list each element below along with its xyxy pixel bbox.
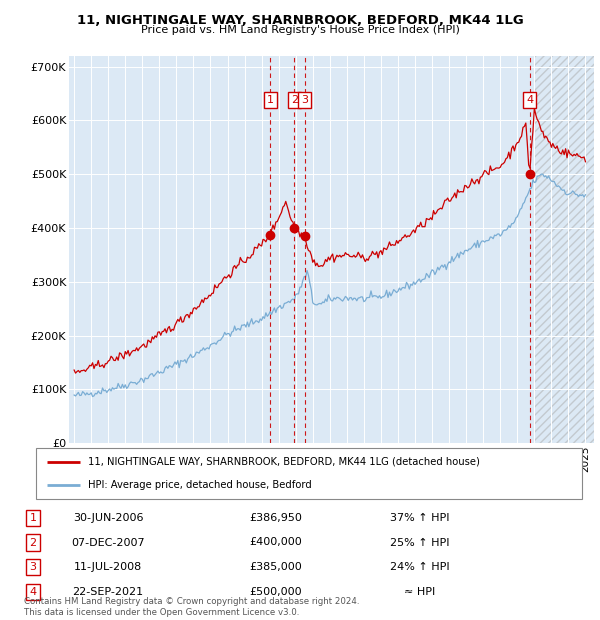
Text: 3: 3	[301, 95, 308, 105]
Text: 25% ↑ HPI: 25% ↑ HPI	[390, 538, 450, 547]
Text: £386,950: £386,950	[250, 513, 302, 523]
Text: £400,000: £400,000	[250, 538, 302, 547]
Text: 1: 1	[29, 513, 37, 523]
Text: Price paid vs. HM Land Registry's House Price Index (HPI): Price paid vs. HM Land Registry's House …	[140, 25, 460, 35]
Text: 4: 4	[526, 95, 533, 105]
Text: 4: 4	[29, 587, 37, 597]
Text: HPI: Average price, detached house, Bedford: HPI: Average price, detached house, Bedf…	[88, 480, 311, 490]
Text: 11, NIGHTINGALE WAY, SHARNBROOK, BEDFORD, MK44 1LG: 11, NIGHTINGALE WAY, SHARNBROOK, BEDFORD…	[77, 14, 523, 27]
Text: 30-JUN-2006: 30-JUN-2006	[73, 513, 143, 523]
Text: 3: 3	[29, 562, 37, 572]
Text: 1: 1	[266, 95, 274, 105]
Text: 22-SEP-2021: 22-SEP-2021	[73, 587, 143, 597]
Text: 37% ↑ HPI: 37% ↑ HPI	[390, 513, 450, 523]
Text: 2: 2	[291, 95, 298, 105]
Text: Contains HM Land Registry data © Crown copyright and database right 2024.
This d: Contains HM Land Registry data © Crown c…	[24, 598, 359, 617]
Text: 11, NIGHTINGALE WAY, SHARNBROOK, BEDFORD, MK44 1LG (detached house): 11, NIGHTINGALE WAY, SHARNBROOK, BEDFORD…	[88, 457, 480, 467]
Text: 2: 2	[29, 538, 37, 547]
Text: 07-DEC-2007: 07-DEC-2007	[71, 538, 145, 547]
Text: £385,000: £385,000	[250, 562, 302, 572]
Text: 24% ↑ HPI: 24% ↑ HPI	[390, 562, 450, 572]
Text: ≈ HPI: ≈ HPI	[404, 587, 436, 597]
Text: 11-JUL-2008: 11-JUL-2008	[74, 562, 142, 572]
Text: £500,000: £500,000	[250, 587, 302, 597]
